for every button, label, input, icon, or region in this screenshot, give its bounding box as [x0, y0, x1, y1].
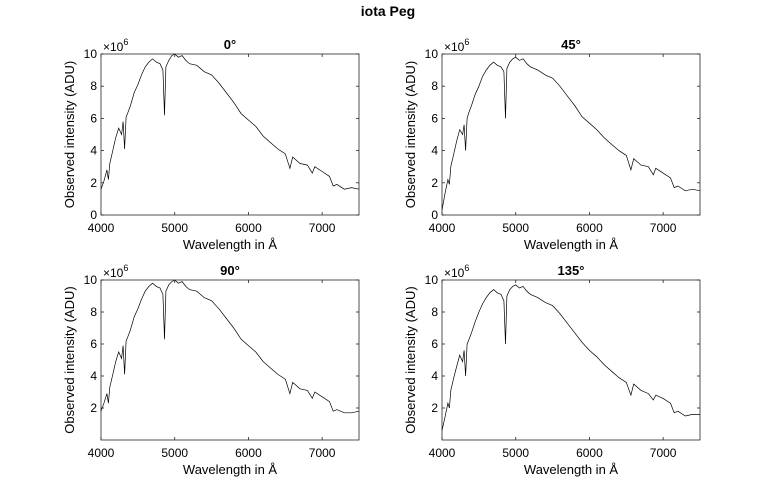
x-tick-label: 5000 [502, 221, 529, 235]
x-tick-label: 6000 [576, 446, 603, 460]
y-tick-label: 8 [431, 305, 438, 319]
x-axis-label: Wavelength in Å [183, 237, 278, 252]
x-tick-label: 4000 [88, 221, 115, 235]
x-tick-label: 4000 [429, 446, 456, 460]
subplot-title: 45° [561, 37, 581, 52]
y-tick-label: 10 [425, 273, 439, 287]
x-tick-label: 6000 [576, 221, 603, 235]
y-tick-label: 6 [90, 111, 97, 125]
exponent-label: ×106 [103, 263, 128, 280]
y-tick-label: 4 [90, 144, 97, 158]
y-tick-label: 2 [90, 176, 97, 190]
y-axis-label: Observed intensity (ADU) [403, 61, 418, 208]
y-tick-label: 8 [90, 305, 97, 319]
exponent-base: ×10 [444, 40, 465, 54]
y-tick-label: 0 [90, 208, 97, 222]
y-tick-label: 2 [431, 401, 438, 415]
subplot-title: 90° [220, 263, 240, 278]
exponent-label: ×106 [444, 37, 469, 54]
exponent-base: ×10 [103, 40, 124, 54]
exponent-power: 6 [123, 263, 128, 273]
figure-title: iota Peg [360, 3, 416, 19]
x-tick-label: 5000 [502, 446, 529, 460]
exponent-power: 6 [464, 37, 469, 47]
y-tick-label: 6 [431, 111, 438, 125]
x-tick-label: 7000 [650, 446, 677, 460]
exponent-label: ×106 [444, 263, 469, 280]
exponent-power: 6 [123, 37, 128, 47]
axes-box [441, 279, 701, 441]
y-tick-label: 0 [431, 208, 438, 222]
y-axis-label: Observed intensity (ADU) [403, 286, 418, 433]
x-tick-label: 7000 [650, 221, 677, 235]
exponent-power: 6 [464, 263, 469, 273]
x-tick-label: 6000 [235, 221, 262, 235]
subplot-title: 135° [558, 263, 585, 278]
x-tick-label: 4000 [88, 446, 115, 460]
series-line [100, 53, 360, 190]
x-tick-label: 6000 [235, 446, 262, 460]
series-line [441, 284, 700, 431]
y-tick-label: 10 [425, 47, 439, 61]
y-tick-label: 8 [90, 79, 97, 93]
x-tick-label: 5000 [161, 446, 188, 460]
y-axis-label: Observed intensity (ADU) [62, 61, 77, 208]
axes-box [100, 53, 360, 216]
x-tick-label: 4000 [429, 221, 456, 235]
x-axis-label: Wavelength in Å [524, 237, 619, 252]
series-line [441, 56, 701, 211]
x-tick-label: 5000 [161, 221, 188, 235]
axes-box [441, 53, 701, 216]
exponent-base: ×10 [444, 266, 465, 280]
y-tick-label: 2 [90, 401, 97, 415]
y-tick-label: 10 [84, 273, 98, 287]
y-tick-label: 10 [84, 47, 98, 61]
x-tick-label: 7000 [309, 221, 336, 235]
x-axis-label: Wavelength in Å [183, 462, 278, 477]
x-axis-label: Wavelength in Å [524, 462, 619, 477]
y-tick-label: 6 [431, 337, 438, 351]
y-tick-label: 4 [431, 369, 438, 383]
series-line [100, 279, 360, 414]
y-axis-label: Observed intensity (ADU) [62, 286, 77, 433]
subplot-title: 0° [224, 37, 236, 52]
y-tick-label: 6 [90, 337, 97, 351]
y-tick-label: 4 [90, 369, 97, 383]
x-tick-label: 7000 [309, 446, 336, 460]
y-tick-label: 2 [431, 176, 438, 190]
y-tick-label: 4 [431, 144, 438, 158]
y-tick-label: 8 [431, 79, 438, 93]
exponent-base: ×10 [103, 266, 124, 280]
axes-box [100, 279, 360, 441]
exponent-label: ×106 [103, 37, 128, 54]
